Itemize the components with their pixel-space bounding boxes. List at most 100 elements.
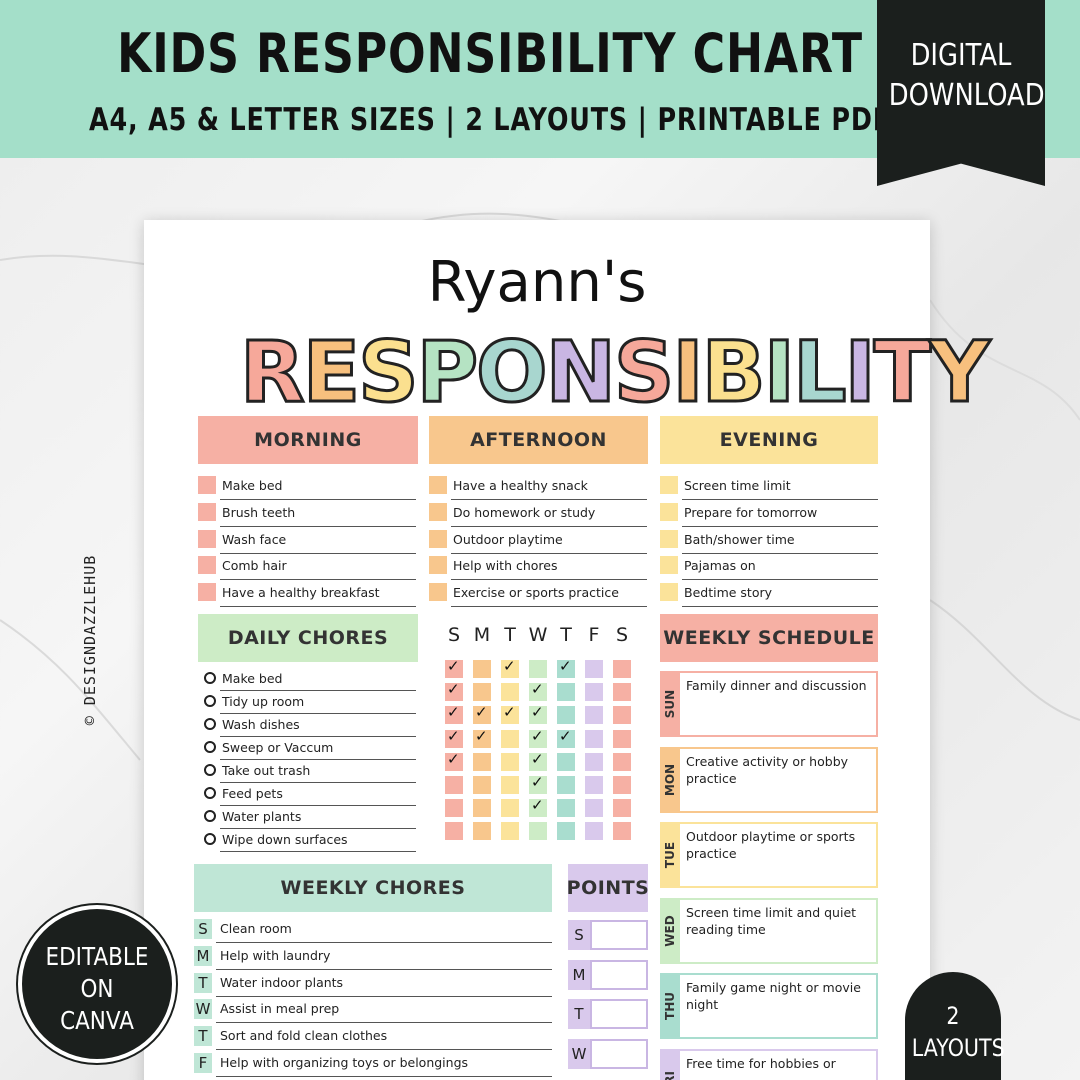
task-underline [682, 499, 878, 500]
chore-day-checkbox[interactable] [501, 729, 519, 748]
chore-day-checkbox[interactable] [473, 822, 491, 841]
daily-chore-row: Take out trash [198, 761, 416, 783]
chore-day-checkbox[interactable] [613, 752, 631, 771]
afternoon-task-checkbox[interactable] [429, 556, 447, 575]
chore-day-checkbox[interactable]: ✓ [445, 680, 463, 702]
evening-task-checkbox[interactable] [660, 583, 678, 602]
chore-day-checkbox[interactable] [613, 683, 631, 702]
chore-day-checkbox[interactable]: ✓ [445, 727, 463, 748]
chore-day-checkbox[interactable] [557, 776, 575, 794]
chore-day-checkbox[interactable] [473, 660, 491, 678]
chore-day-checkbox[interactable] [557, 822, 575, 841]
points-row: W [568, 1038, 648, 1069]
task-underline [451, 606, 647, 608]
chore-day-checkbox[interactable] [529, 660, 547, 678]
chore-day-checkbox[interactable]: ✓ [529, 773, 547, 794]
chore-day-checkbox[interactable] [501, 799, 519, 818]
morning-task-checkbox[interactable] [198, 529, 216, 548]
chore-day-checkbox[interactable] [557, 683, 575, 702]
chore-day-checkbox[interactable]: ✓ [473, 703, 491, 725]
chore-day-checkbox[interactable] [473, 752, 491, 771]
morning-task-checkbox[interactable] [198, 476, 216, 494]
title-letter: L [791, 323, 847, 421]
chore-day-checkbox[interactable]: ✓ [501, 703, 519, 725]
chore-day-checkbox[interactable] [613, 660, 631, 678]
chore-day-checkbox[interactable] [613, 822, 631, 841]
chore-day-checkbox[interactable]: ✓ [529, 750, 547, 771]
chore-day-checkbox[interactable]: ✓ [557, 727, 575, 748]
evening-task-checkbox[interactable] [660, 529, 678, 548]
chore-day-checkbox[interactable] [473, 683, 491, 702]
chore-day-checkbox[interactable]: ✓ [445, 750, 463, 771]
weekly-chores-header: WEEKLY CHORES [194, 864, 552, 912]
chore-day-checkbox[interactable] [613, 729, 631, 748]
morning-task-row: Wash face [198, 529, 416, 554]
chore-day-checkbox[interactable] [501, 776, 519, 794]
chore-day-checkbox[interactable] [585, 660, 603, 678]
title-letter: O [475, 323, 549, 421]
task-underline [451, 552, 647, 554]
chore-day-checkbox[interactable] [473, 776, 491, 794]
chore-day-checkbox[interactable] [445, 776, 463, 794]
copyright-watermark: © DESIGNDAZZLEHUB [78, 540, 102, 740]
chore-day-checkbox[interactable] [445, 822, 463, 841]
chore-day-checkbox[interactable]: ✓ [557, 657, 575, 678]
points-input-box[interactable] [590, 1038, 648, 1069]
morning-title: MORNING [254, 429, 362, 451]
chore-day-checkbox[interactable] [445, 799, 463, 818]
chore-day-checkbox[interactable] [585, 706, 603, 725]
points-header: POINTS [567, 864, 649, 912]
chore-day-checkbox[interactable] [501, 822, 519, 841]
morning-task-row: Have a healthy breakfast [198, 582, 416, 608]
chore-day-checkbox[interactable]: ✓ [529, 680, 547, 702]
chore-day-checkbox[interactable]: ✓ [529, 703, 547, 725]
chore-day-checkbox[interactable] [557, 706, 575, 725]
badge-editable-line-2: ON [80, 974, 114, 1003]
afternoon-task-checkbox[interactable] [429, 583, 447, 602]
chore-day-checkbox[interactable] [613, 776, 631, 794]
chore-day-checkbox[interactable]: ✓ [445, 703, 463, 725]
weekly-chore-row: W Assist in meal prep [194, 998, 552, 1024]
chore-day-checkbox[interactable] [557, 799, 575, 818]
afternoon-task-checkbox[interactable] [429, 529, 447, 548]
chore-day-checkbox[interactable] [613, 706, 631, 725]
title-letter: E [301, 323, 361, 421]
chore-day-checkbox[interactable]: ✓ [529, 796, 547, 818]
points-input-box[interactable] [590, 999, 648, 1029]
chore-day-checkbox[interactable] [585, 822, 603, 841]
chore-day-checkbox[interactable]: ✓ [445, 657, 463, 678]
chore-day-checkbox[interactable]: ✓ [473, 726, 491, 748]
chore-day-checkbox[interactable] [585, 729, 603, 748]
chore-day-checkbox[interactable] [557, 752, 575, 771]
schedule-day-tab: WED [660, 897, 680, 964]
points-input-box[interactable] [590, 920, 648, 950]
chore-day-checkbox[interactable] [585, 683, 603, 702]
chore-day-checkbox[interactable] [501, 752, 519, 771]
chore-day-checkbox[interactable] [501, 683, 519, 702]
chore-day-checkbox[interactable] [585, 776, 603, 794]
chore-day-checkbox[interactable]: ✓ [501, 657, 519, 678]
evening-task-checkbox[interactable] [660, 556, 678, 575]
afternoon-task-checkbox[interactable] [429, 502, 447, 521]
chore-day-checkbox[interactable] [585, 752, 603, 771]
two-layouts-badge: 2 LAYOUTS [905, 972, 1005, 1080]
morning-task-row: Comb hair [198, 555, 416, 581]
chore-day-checkbox[interactable]: ✓ [529, 727, 547, 748]
evening-task-checkbox[interactable] [660, 502, 678, 521]
task-underline [451, 499, 647, 500]
checkmark-icon: ✓ [475, 726, 488, 745]
chore-day-checkbox[interactable] [473, 799, 491, 818]
schedule-day-box [680, 746, 878, 813]
points-input-box[interactable] [590, 959, 648, 990]
title-letter: I [762, 323, 796, 421]
morning-task-checkbox[interactable] [198, 502, 216, 521]
morning-task-checkbox[interactable] [198, 556, 216, 575]
morning-task-checkbox[interactable] [198, 583, 216, 602]
afternoon-task-checkbox[interactable] [429, 476, 447, 494]
chore-day-checkbox[interactable] [529, 822, 547, 841]
daily-chores-header: DAILY CHORES [198, 614, 418, 662]
chore-day-checkbox[interactable] [585, 799, 603, 818]
task-underline [220, 713, 416, 714]
chore-day-checkbox[interactable] [613, 799, 631, 818]
evening-task-checkbox[interactable] [660, 476, 678, 494]
